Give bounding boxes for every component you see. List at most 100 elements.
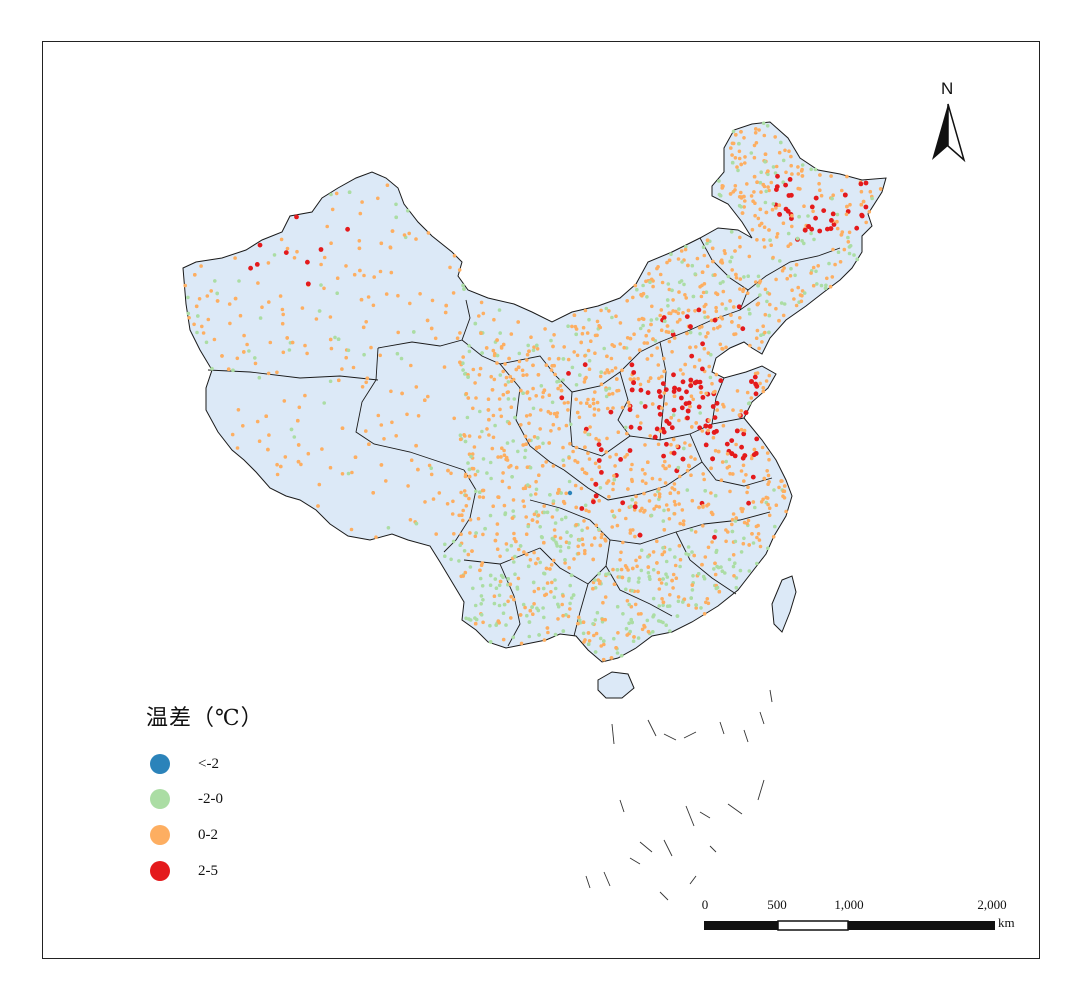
station-dot	[755, 238, 759, 242]
station-dot	[787, 177, 793, 182]
station-dot	[796, 186, 800, 191]
station-dot	[638, 509, 643, 513]
station-dot	[713, 273, 717, 277]
station-dot	[561, 357, 566, 361]
station-dot	[296, 443, 301, 447]
station-dot	[650, 476, 655, 481]
station-dot	[466, 396, 471, 400]
station-dot	[628, 424, 634, 430]
station-dot	[279, 464, 283, 469]
station-dot	[663, 466, 667, 471]
station-dot	[448, 265, 452, 270]
station-dot	[766, 546, 770, 551]
station-dot	[583, 503, 588, 508]
station-dot	[478, 409, 482, 414]
station-dot	[749, 379, 754, 384]
station-dot	[655, 346, 659, 350]
station-dot	[661, 546, 665, 550]
station-dot	[656, 619, 661, 623]
station-dot	[699, 294, 704, 299]
station-dot	[748, 311, 752, 316]
station-dot	[689, 473, 693, 478]
station-dot	[712, 534, 717, 540]
station-dot	[756, 283, 760, 288]
station-dot	[766, 502, 770, 507]
station-dot	[506, 397, 511, 401]
station-dot	[611, 406, 615, 410]
station-dot	[800, 239, 804, 243]
station-dot	[501, 342, 506, 347]
station-dot	[541, 441, 545, 446]
station-dot	[720, 460, 725, 464]
station-dot	[811, 283, 816, 288]
station-dot	[677, 544, 682, 548]
station-dot	[713, 572, 718, 577]
station-dot	[774, 503, 779, 508]
station-dot	[729, 230, 734, 234]
station-dot	[267, 300, 271, 304]
station-dot	[458, 360, 462, 365]
station-dot	[664, 441, 669, 447]
station-dot	[632, 504, 638, 510]
station-dot	[516, 365, 521, 370]
station-dot	[507, 421, 512, 426]
station-dot	[819, 193, 824, 198]
station-dot	[786, 231, 791, 236]
station-dot	[504, 375, 509, 380]
station-dot	[646, 379, 651, 384]
station-dot	[524, 552, 529, 557]
station-dot	[664, 329, 669, 334]
station-dot	[651, 630, 655, 634]
station-dot	[714, 400, 720, 406]
station-dot	[630, 477, 634, 482]
station-dot	[786, 244, 790, 248]
station-dot	[780, 268, 785, 273]
station-dot	[782, 496, 787, 500]
station-dot	[773, 171, 778, 175]
station-dot	[488, 623, 492, 628]
station-dot	[593, 618, 598, 622]
station-dot	[722, 404, 726, 409]
station-dot	[445, 502, 450, 506]
station-dot	[289, 427, 294, 432]
station-dot	[294, 214, 299, 220]
station-dot	[275, 462, 279, 467]
station-dot	[742, 205, 746, 209]
station-dot	[783, 148, 787, 153]
station-dot	[604, 388, 608, 392]
station-dot	[720, 302, 724, 306]
station-dot	[591, 622, 595, 626]
station-dot	[688, 345, 692, 350]
station-dot	[783, 206, 789, 212]
station-dot	[561, 458, 565, 463]
station-dot	[569, 596, 574, 600]
station-dot	[605, 406, 610, 411]
station-dot	[534, 487, 539, 492]
station-dot	[753, 451, 759, 456]
station-dot	[749, 151, 754, 155]
station-dot	[496, 495, 501, 500]
station-dot	[678, 368, 683, 372]
station-dot	[487, 417, 491, 422]
station-dot	[600, 532, 604, 537]
station-dot	[607, 392, 611, 397]
station-dot	[825, 276, 829, 281]
station-dot	[706, 428, 710, 433]
station-dot	[552, 411, 557, 416]
station-dot	[561, 629, 566, 633]
station-dot	[658, 429, 663, 433]
station-dot	[831, 247, 835, 252]
station-dot	[619, 550, 623, 555]
station-dot	[607, 386, 612, 391]
station-dot	[672, 336, 677, 340]
station-dot	[615, 604, 620, 609]
station-dot	[628, 356, 632, 361]
station-dot	[568, 601, 572, 606]
station-dot	[334, 191, 339, 196]
station-dot	[519, 641, 524, 646]
station-dot	[735, 389, 740, 393]
station-dot	[649, 277, 654, 282]
station-dot	[762, 133, 767, 138]
north-arrow-icon	[932, 103, 966, 163]
station-dot	[800, 163, 805, 167]
